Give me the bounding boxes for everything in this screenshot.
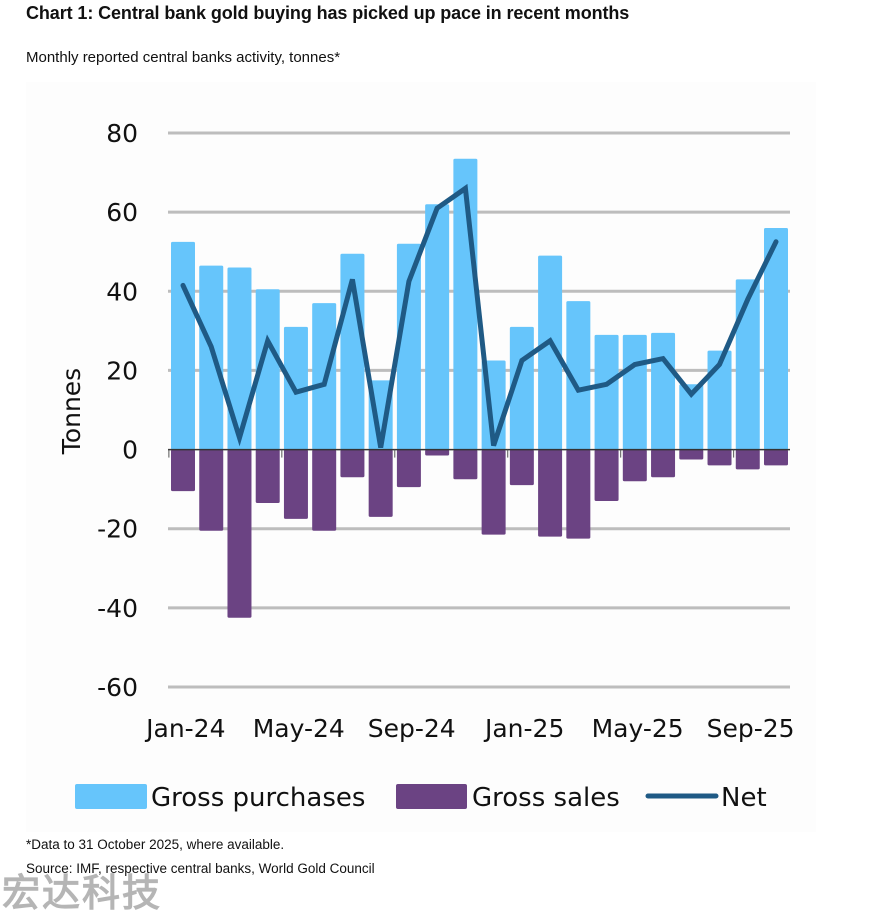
purchase-bar — [171, 241, 195, 450]
legend-label-purchases: Gross purchases — [151, 783, 365, 813]
sale-bar — [340, 449, 365, 478]
purchase-bar — [396, 243, 421, 450]
x-tick-label: Sep-25 — [707, 714, 795, 743]
source-note: Source: IMF, respective central banks, W… — [26, 861, 375, 876]
y-tick-label: -20 — [97, 515, 138, 544]
y-tick-label: -60 — [97, 673, 138, 702]
sale-bar — [312, 449, 337, 531]
y-tick-label: -40 — [97, 594, 138, 623]
purchase-bar — [199, 265, 224, 450]
sale-bar — [171, 449, 195, 492]
sale-bar — [509, 449, 534, 486]
sale-bar — [735, 449, 760, 470]
purchase-bar — [651, 332, 676, 450]
gross-sales-bars — [171, 449, 788, 618]
sale-bar — [594, 449, 619, 502]
sale-bar — [199, 449, 224, 531]
purchase-bar — [538, 255, 563, 450]
purchase-bar — [425, 204, 450, 450]
sale-bar — [566, 449, 591, 539]
x-axis-ticks: Jan-24 May-24 Sep-24 Jan-25 May-25 Sep-25 — [144, 449, 795, 743]
y-axis-label: Tonnes — [57, 368, 86, 455]
x-tick-label: May-24 — [253, 714, 345, 743]
legend: Gross purchases Gross sales Net — [75, 783, 767, 813]
sale-bar — [622, 449, 647, 482]
sale-bar — [425, 449, 450, 456]
x-tick-label: May-25 — [592, 714, 684, 743]
purchase-bar — [735, 279, 760, 450]
legend-swatch-purchases — [75, 784, 147, 809]
purchase-bar — [764, 227, 788, 450]
y-tick-label: 40 — [106, 277, 138, 306]
legend-item-net: Net — [645, 783, 767, 813]
legend-item-gross-sales: Gross sales — [396, 783, 620, 813]
sale-bar — [227, 449, 252, 618]
watermark: 宏达科技 — [2, 871, 163, 915]
sale-bar — [255, 449, 280, 503]
y-tick-label: 20 — [106, 356, 138, 385]
y-tick-label: 60 — [106, 198, 138, 227]
purchase-bar — [679, 384, 704, 450]
legend-label-net: Net — [721, 783, 767, 813]
sale-bar — [368, 449, 393, 517]
legend-item-gross-purchases: Gross purchases — [75, 783, 365, 813]
sale-bar — [453, 449, 478, 480]
y-tick-label: 0 — [122, 436, 138, 465]
sale-bar — [283, 449, 308, 519]
purchase-bar — [566, 301, 591, 450]
y-axis-ticks: 80 60 40 20 0 -20 -40 -60 — [97, 119, 138, 702]
sale-bar — [481, 449, 506, 535]
x-tick-label: Sep-24 — [368, 714, 456, 743]
chart-subtitle: Monthly reported central banks activity,… — [26, 49, 341, 66]
purchase-bar — [622, 334, 647, 450]
purchase-bar — [255, 289, 280, 450]
sale-bar — [707, 449, 732, 466]
chart-title: Chart 1: Central bank gold buying has pi… — [26, 3, 630, 23]
legend-label-sales: Gross sales — [472, 783, 620, 813]
purchase-bar — [707, 350, 732, 450]
x-tick-label: Jan-25 — [483, 714, 564, 743]
x-tick-label: Jan-24 — [144, 714, 225, 743]
footnote: *Data to 31 October 2025, where availabl… — [26, 837, 285, 852]
legend-swatch-sales — [396, 784, 467, 809]
sale-bar — [764, 449, 788, 466]
purchase-bar — [594, 334, 619, 450]
sale-bar — [538, 449, 563, 537]
net-line — [180, 183, 779, 449]
y-tick-label: 80 — [106, 119, 138, 148]
purchase-bar — [227, 267, 252, 450]
sale-bar — [679, 449, 704, 460]
sale-bar — [651, 449, 676, 478]
sale-bar — [396, 449, 421, 488]
